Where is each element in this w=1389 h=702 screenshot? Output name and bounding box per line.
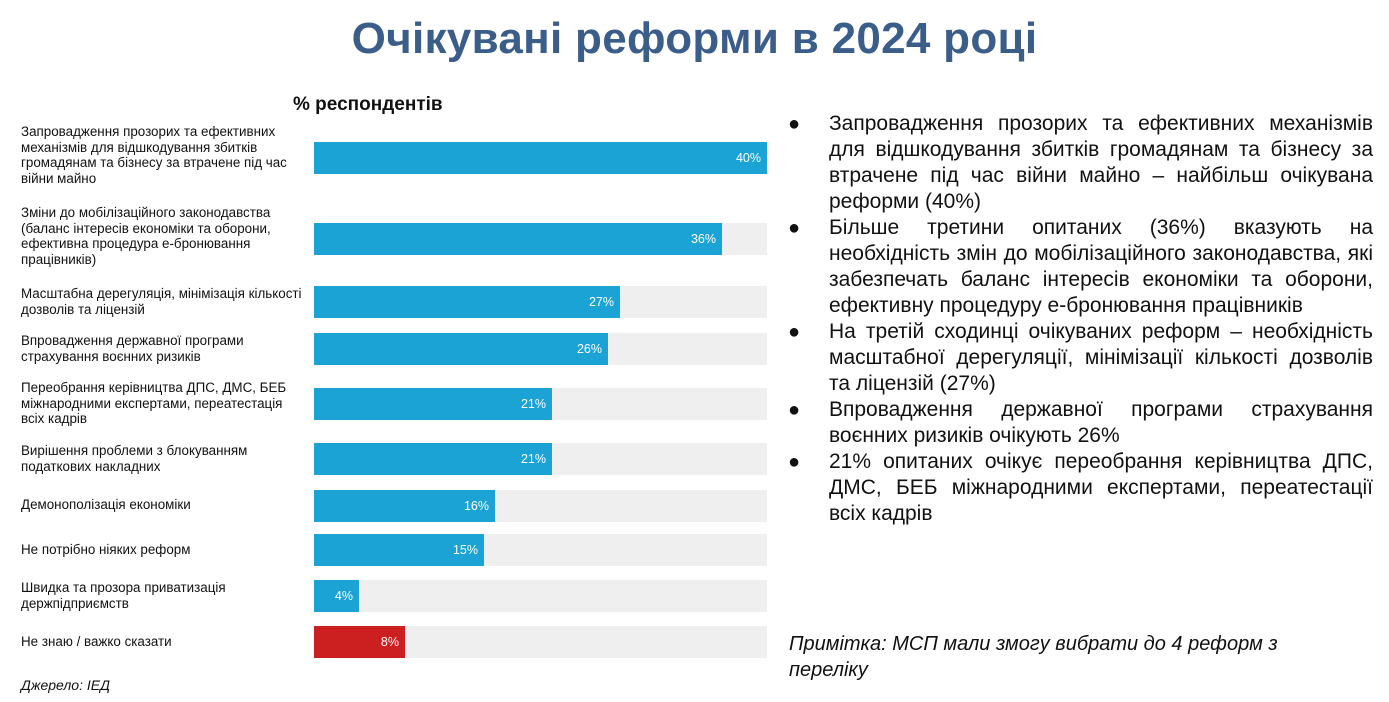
bar bbox=[314, 443, 552, 475]
bar-track: 26% bbox=[314, 333, 767, 365]
category-label: Переобрання керівництва ДПС, ДМС, БЕБ мі… bbox=[21, 380, 287, 426]
category-label: Не потрібно ніяких реформ bbox=[21, 542, 191, 557]
bar bbox=[314, 286, 620, 318]
bullet-item: ● 21% опитаних очікує переобрання керівни… bbox=[786, 449, 1373, 527]
category-label: Запровадження прозорих та ефективних мех… bbox=[21, 124, 287, 186]
bar-track: 21% bbox=[314, 388, 767, 420]
bullet-text: Запровадження прозорих та ефективних мех… bbox=[829, 112, 1373, 213]
bar-value-label: 27% bbox=[588, 295, 614, 309]
bullet-item: ● Впровадження державної програми страхув… bbox=[786, 397, 1373, 449]
bullet-icon: ● bbox=[788, 399, 801, 421]
category-label: Швидка та прозора приватизація держпідпр… bbox=[21, 580, 226, 611]
bar-value-label: 8% bbox=[380, 635, 399, 649]
bar-value-label: 26% bbox=[576, 342, 602, 356]
category-label: Не знаю / важко сказати bbox=[21, 634, 172, 649]
page-title: Очікувані реформи в 2024 році bbox=[351, 14, 1038, 63]
bar-track: 21% bbox=[314, 443, 767, 475]
bar-value-label: 4% bbox=[334, 589, 353, 603]
bar-value-label: 15% bbox=[452, 543, 478, 557]
source-note: Джерело: ІЕД bbox=[21, 677, 110, 693]
bullet-item: ● Запровадження прозорих та ефективних ме… bbox=[786, 111, 1373, 215]
bullet-icon: ● bbox=[788, 451, 801, 473]
bullet-list: ● Запровадження прозорих та ефективних ме… bbox=[786, 111, 1373, 527]
bar bbox=[314, 142, 767, 174]
bullet-icon: ● bbox=[788, 113, 801, 135]
bar bbox=[314, 490, 495, 522]
bar-track: 16% bbox=[314, 490, 767, 522]
chart-title: % респондентів bbox=[293, 94, 443, 115]
category-label: Зміни до мобілізаційного законодавства (… bbox=[21, 205, 271, 267]
bar bbox=[314, 580, 359, 612]
bar-track: 15% bbox=[314, 534, 767, 566]
bar-value-label: 21% bbox=[520, 452, 546, 466]
bar-track: 27% bbox=[314, 286, 767, 318]
category-label: Демонополізація економіки bbox=[21, 497, 191, 512]
bullet-text: Більше третини опитаних (36%) вказують н… bbox=[829, 216, 1373, 317]
bullet-text: На третій сходинці очікуваних реформ – н… bbox=[829, 320, 1373, 395]
bar bbox=[314, 534, 484, 566]
bullet-item: ● На третій сходинці очікуваних реформ – … bbox=[786, 319, 1373, 397]
bullet-text: Впровадження державної програми страхува… bbox=[829, 398, 1373, 447]
bar-track: 8% bbox=[314, 626, 767, 658]
bullet-item: ● Більше третини опитаних (36%) вказують … bbox=[786, 215, 1373, 319]
category-label: Впровадження державної програми страхува… bbox=[21, 333, 244, 364]
bar-value-label: 36% bbox=[690, 232, 716, 246]
bar bbox=[314, 388, 552, 420]
category-label: Вирішення проблеми з блокуванням податко… bbox=[21, 443, 248, 474]
footnote: Примітка: МСП мали змогу вибрати до 4 ре… bbox=[789, 633, 1278, 681]
bar-track: 4% bbox=[314, 580, 767, 612]
bar-value-label: 40% bbox=[735, 151, 761, 165]
bullet-icon: ● bbox=[788, 217, 801, 239]
bar-chart: Запровадження прозорих та ефективних мех… bbox=[21, 124, 767, 658]
bullet-icon: ● bbox=[788, 321, 801, 343]
bar bbox=[314, 626, 405, 658]
bar-value-label: 16% bbox=[463, 499, 489, 513]
bar-track: 36% bbox=[314, 223, 767, 255]
category-label: Масштабна дерегуляція, мінімізація кільк… bbox=[21, 286, 302, 317]
bar bbox=[314, 333, 608, 365]
bullet-text: 21% опитаних очікує переобрання керівниц… bbox=[829, 450, 1373, 525]
bar-track: 40% bbox=[314, 142, 767, 174]
bar bbox=[314, 223, 722, 255]
bar-value-label: 21% bbox=[520, 397, 546, 411]
